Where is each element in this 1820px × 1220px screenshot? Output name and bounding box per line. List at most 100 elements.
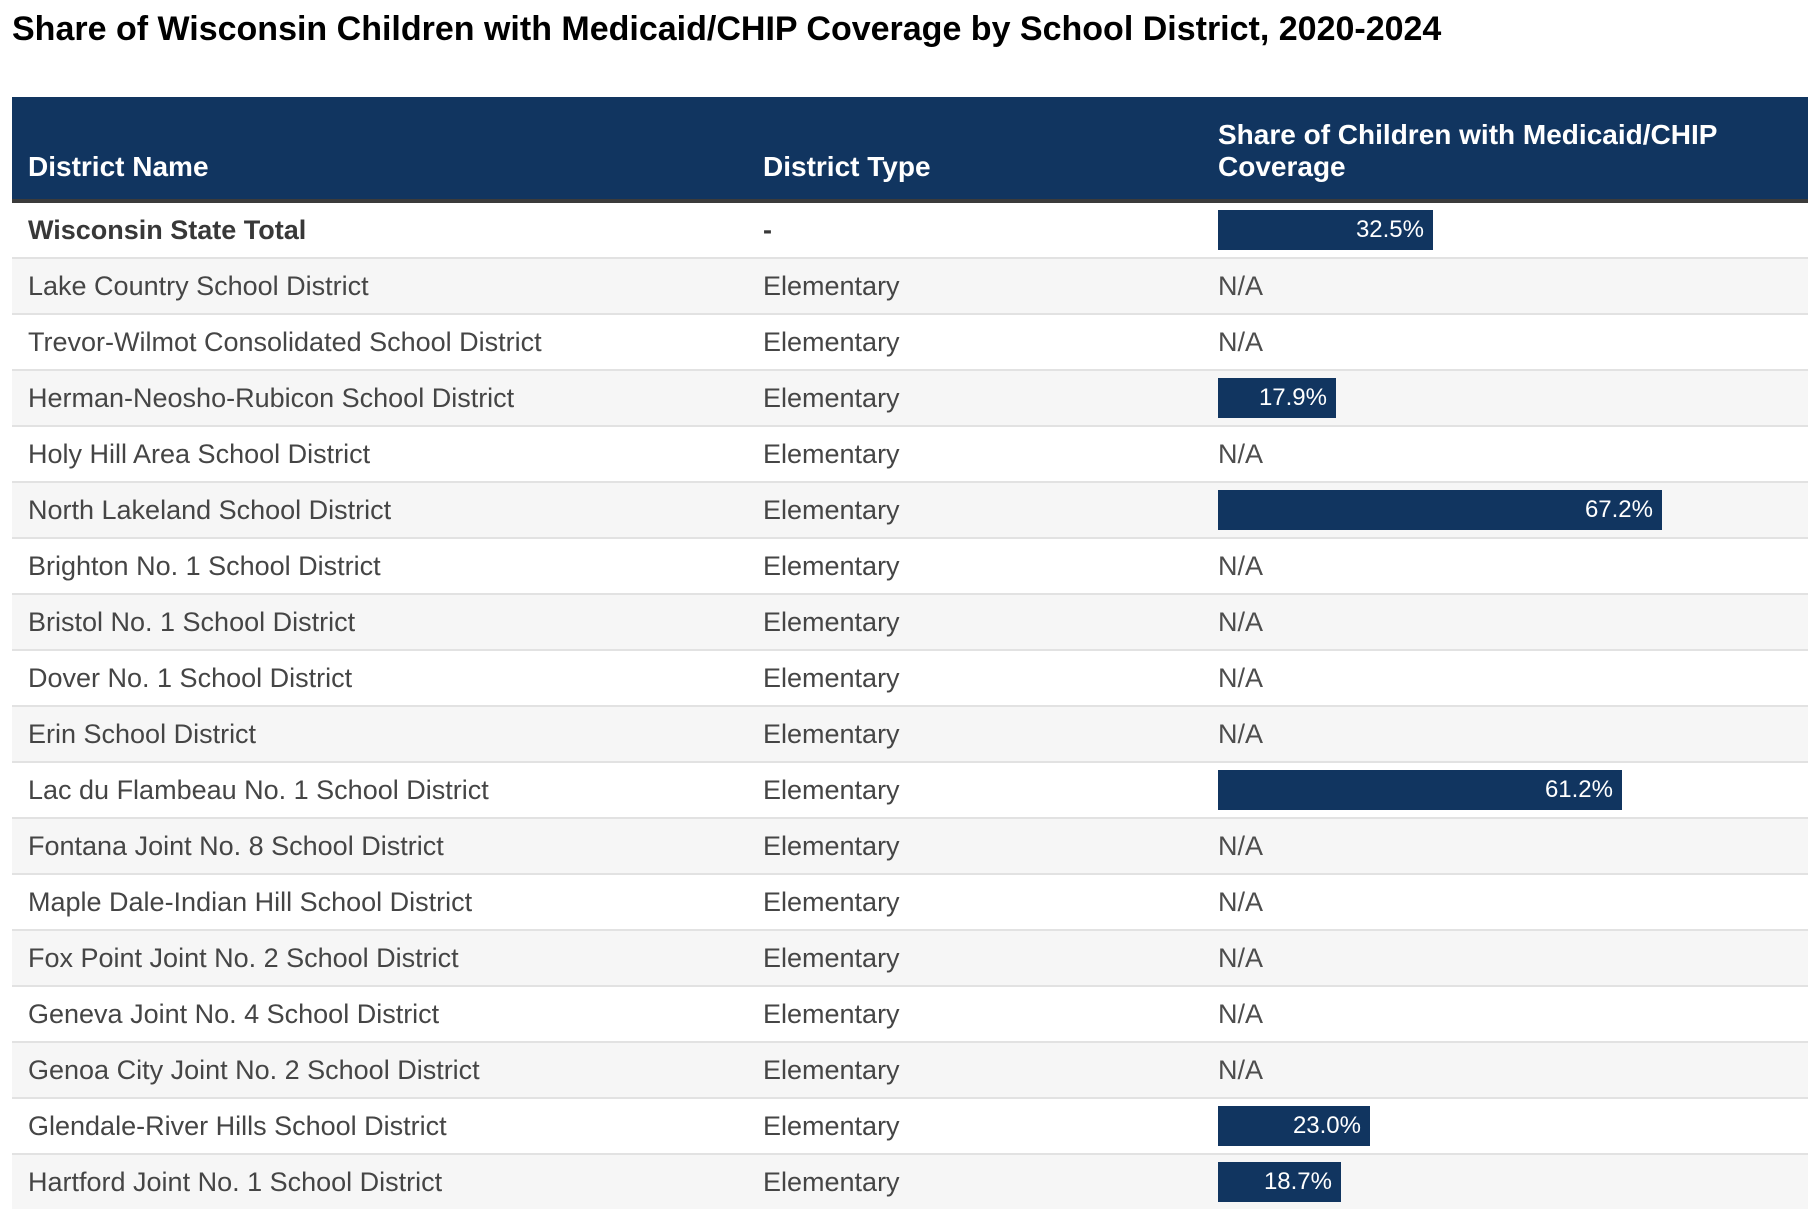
coverage-na-text: N/A (1218, 606, 1264, 637)
district-name-cell: Lac du Flambeau No. 1 School District (12, 761, 747, 818)
coverage-bar-label: 61.2% (1544, 776, 1613, 803)
coverage-cell: N/A (1202, 985, 1808, 1042)
district-type-cell: Elementary (747, 425, 1202, 482)
district-name-cell: Erin School District (12, 705, 747, 762)
coverage-cell: 61.2% (1202, 761, 1808, 818)
page-title: Share of Wisconsin Children with Medicai… (12, 10, 1442, 48)
district-type-cell: Elementary (747, 369, 1202, 426)
table-row: Herman-Neosho-Rubicon School District El… (12, 369, 1808, 426)
coverage-cell: N/A (1202, 649, 1808, 706)
coverage-na-text: N/A (1218, 1054, 1264, 1085)
district-name-cell: Brighton No. 1 School District (12, 537, 747, 594)
coverage-na-text: N/A (1218, 438, 1264, 469)
coverage-bar: 17.9% (1218, 378, 1336, 418)
coverage-cell: N/A (1202, 257, 1808, 314)
coverage-bar-label: 18.7% (1263, 1168, 1332, 1195)
column-header-district-name: District Name (12, 97, 747, 203)
district-name-cell: Lake Country School District (12, 257, 747, 314)
district-type-cell: Elementary (747, 481, 1202, 538)
district-name-cell: Fox Point Joint No. 2 School District (12, 929, 747, 986)
district-name-cell: Maple Dale-Indian Hill School District (12, 873, 747, 930)
table-row: Genoa City Joint No. 2 School District E… (12, 1041, 1808, 1098)
coverage-cell: N/A (1202, 1041, 1808, 1098)
district-name-cell: Wisconsin State Total (12, 201, 747, 258)
coverage-cell: N/A (1202, 705, 1808, 762)
coverage-bar: 61.2% (1218, 770, 1622, 810)
district-name-cell: Holy Hill Area School District (12, 425, 747, 482)
district-type-cell: Elementary (747, 313, 1202, 370)
coverage-na-text: N/A (1218, 662, 1264, 693)
header-row: District Name District Type Share of Chi… (12, 97, 1808, 203)
coverage-bar-label: 32.5% (1355, 216, 1424, 243)
coverage-cell: 17.9% (1202, 369, 1808, 426)
coverage-cell: 18.7% (1202, 1153, 1808, 1209)
district-type-cell: Elementary (747, 593, 1202, 650)
coverage-cell: N/A (1202, 929, 1808, 986)
table-row: Fontana Joint No. 8 School District Elem… (12, 817, 1808, 874)
coverage-bar: 32.5% (1218, 210, 1433, 250)
table-row: Fox Point Joint No. 2 School District El… (12, 929, 1808, 986)
coverage-na-text: N/A (1218, 718, 1264, 749)
district-type-cell: Elementary (747, 1041, 1202, 1098)
district-type-cell: Elementary (747, 929, 1202, 986)
district-type-cell: Elementary (747, 257, 1202, 314)
coverage-na-text: N/A (1218, 830, 1264, 861)
district-type-cell: Elementary (747, 1097, 1202, 1154)
table-row: Maple Dale-Indian Hill School District E… (12, 873, 1808, 930)
coverage-bar: 67.2% (1218, 490, 1662, 530)
coverage-cell: N/A (1202, 817, 1808, 874)
coverage-cell: 67.2% (1202, 481, 1808, 538)
district-type-cell: Elementary (747, 537, 1202, 594)
coverage-na-text: N/A (1218, 326, 1264, 357)
coverage-bar: 23.0% (1218, 1106, 1370, 1146)
district-name-cell: Glendale-River Hills School District (12, 1097, 747, 1154)
table-row: Erin School District Elementary N/A (12, 705, 1808, 762)
coverage-na-text: N/A (1218, 942, 1264, 973)
table-row: Dover No. 1 School District Elementary N… (12, 649, 1808, 706)
table-row: Bristol No. 1 School District Elementary… (12, 593, 1808, 650)
coverage-na-text: N/A (1218, 550, 1264, 581)
coverage-na-text: N/A (1218, 998, 1264, 1029)
district-name-cell: Hartford Joint No. 1 School District (12, 1153, 747, 1209)
district-type-cell: - (747, 201, 1202, 258)
coverage-bar-label: 17.9% (1258, 384, 1327, 411)
table-row: Trevor-Wilmot Consolidated School Distri… (12, 313, 1808, 370)
table-row: Geneva Joint No. 4 School District Eleme… (12, 985, 1808, 1042)
table-row: Holy Hill Area School District Elementar… (12, 425, 1808, 482)
district-name-cell: Dover No. 1 School District (12, 649, 747, 706)
district-type-cell: Elementary (747, 873, 1202, 930)
table-body: Wisconsin State Total - 32.5% Lake Count… (12, 201, 1808, 1209)
table-row: Lake Country School District Elementary … (12, 257, 1808, 314)
table-header: District Name District Type Share of Chi… (12, 97, 1808, 203)
coverage-cell: N/A (1202, 593, 1808, 650)
coverage-cell: 32.5% (1202, 201, 1808, 258)
coverage-cell: N/A (1202, 873, 1808, 930)
coverage-cell: 23.0% (1202, 1097, 1808, 1154)
district-type-cell: Elementary (747, 1153, 1202, 1209)
coverage-cell: N/A (1202, 425, 1808, 482)
district-name-cell: North Lakeland School District (12, 481, 747, 538)
table-row: Lac du Flambeau No. 1 School District El… (12, 761, 1808, 818)
coverage-cell: N/A (1202, 537, 1808, 594)
coverage-bar-label: 67.2% (1584, 496, 1653, 523)
coverage-bar: 18.7% (1218, 1162, 1341, 1202)
district-type-cell: Elementary (747, 985, 1202, 1042)
district-name-cell: Trevor-Wilmot Consolidated School Distri… (12, 313, 747, 370)
table-row: Brighton No. 1 School District Elementar… (12, 537, 1808, 594)
coverage-cell: N/A (1202, 313, 1808, 370)
district-type-cell: Elementary (747, 761, 1202, 818)
column-header-district-type: District Type (747, 97, 1202, 203)
table-row: Wisconsin State Total - 32.5% (12, 201, 1808, 258)
column-header-coverage-share: Share of Children with Medicaid/CHIP Cov… (1202, 97, 1808, 203)
coverage-na-text: N/A (1218, 270, 1264, 301)
district-type-cell: Elementary (747, 649, 1202, 706)
district-type-cell: Elementary (747, 705, 1202, 762)
table-row: North Lakeland School District Elementar… (12, 481, 1808, 538)
district-name-cell: Bristol No. 1 School District (12, 593, 747, 650)
coverage-table: District Name District Type Share of Chi… (12, 97, 1808, 1209)
district-name-cell: Fontana Joint No. 8 School District (12, 817, 747, 874)
table-row: Hartford Joint No. 1 School District Ele… (12, 1153, 1808, 1209)
district-name-cell: Herman-Neosho-Rubicon School District (12, 369, 747, 426)
coverage-na-text: N/A (1218, 886, 1264, 917)
district-type-cell: Elementary (747, 817, 1202, 874)
